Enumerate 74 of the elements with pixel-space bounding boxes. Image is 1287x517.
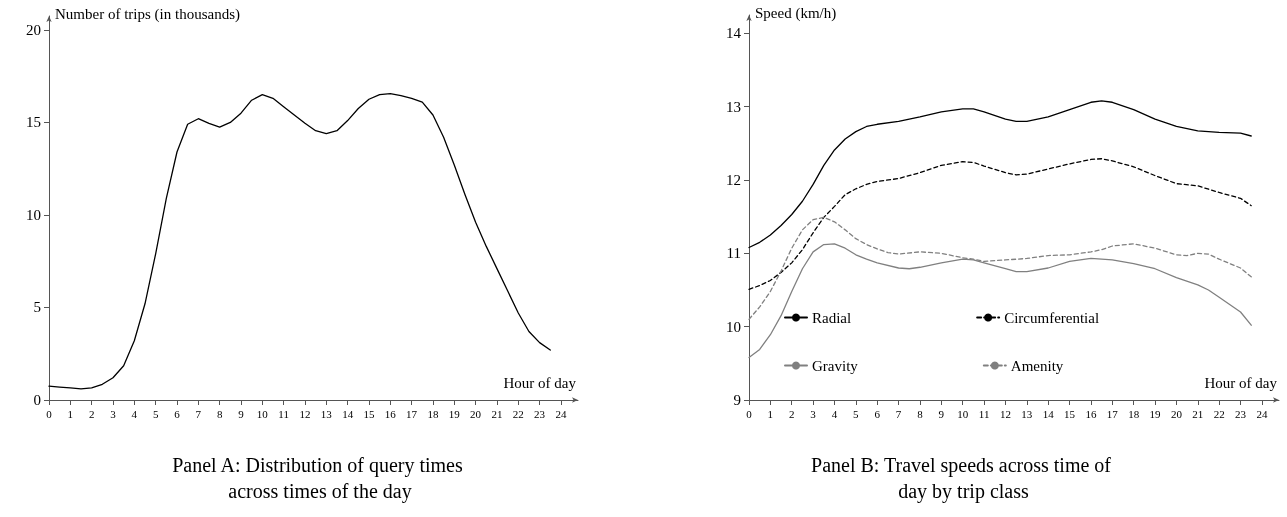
x-tick-label: 3 (810, 407, 817, 420)
x-tick-label: 5 (853, 407, 860, 420)
y-tick-label: 11 (726, 245, 741, 262)
x-tick-label: 21 (491, 407, 503, 420)
line-series (748, 158, 1252, 290)
text: Panel A: Distribution of query times across times of the day (172, 454, 468, 503)
y-tick-label: 14 (726, 25, 742, 42)
x-tick-label: 0 (746, 407, 753, 420)
x-tick-label: 9 (238, 407, 245, 420)
x-tick-label: 23 (534, 407, 546, 420)
x-tick-label: 16 (1085, 407, 1097, 420)
x-tick-label: 16 (384, 407, 397, 420)
x-tick-label: 2 (788, 407, 795, 420)
x-axis-title: Hour of day (1204, 374, 1278, 391)
x-tick-label: 24 (1256, 407, 1268, 420)
x-tick-label: 17 (406, 407, 418, 420)
y-axis-title: Speed (km/h) (755, 5, 837, 22)
x-tick-label: 8 (216, 407, 223, 420)
y-tick-label: 10 (26, 206, 41, 223)
x-tick-label: 10 (256, 407, 269, 420)
y-tick-label: 12 (726, 172, 741, 188)
x-axis-title: Hour of day (503, 374, 577, 391)
y-tick-label: 13 (726, 98, 741, 115)
x-tick-label: 13 (1021, 407, 1033, 420)
x-tick-label: 11 (278, 407, 289, 420)
line-series (48, 93, 551, 390)
y-tick-label: 0 (33, 392, 41, 408)
x-tick-label: 4 (831, 407, 838, 420)
x-tick-label: 24 (555, 407, 567, 420)
x-tick-label: 9 (938, 407, 945, 420)
x-tick-label: 6 (874, 407, 881, 420)
legend-label: Amenity (1010, 357, 1064, 374)
text: Panel B: Travel speeds across time of day by trip class (811, 454, 1116, 503)
line-series (748, 100, 1252, 249)
x-tick-label: 23 (1235, 407, 1247, 420)
x-tick-label: 7 (195, 407, 202, 420)
x-tick-label: 6 (174, 407, 181, 420)
y-tick-label: 9 (733, 392, 741, 408)
x-tick-label: 17 (1106, 407, 1119, 420)
x-tick-label: 5 (152, 407, 159, 420)
y-axis-title: Number of trips (in thousands) (55, 6, 240, 23)
x-tick-label: 22 (1213, 407, 1225, 420)
x-tick-label: 21 (1192, 407, 1204, 420)
x-tick-label: 18 (427, 407, 439, 420)
x-tick-label: 20 (1170, 407, 1183, 420)
x-tick-label: 15 (1064, 407, 1076, 420)
legend-label: Circumferential (1004, 309, 1100, 326)
x-tick-label: 4 (131, 407, 138, 420)
x-tick-label: 19 (1149, 407, 1162, 420)
x-tick-label: 14 (342, 407, 354, 420)
x-tick-label: 15 (363, 407, 375, 420)
x-tick-label: 19 (448, 407, 461, 420)
x-tick-label: 1 (767, 407, 774, 420)
x-tick-label: 2 (88, 407, 95, 420)
y-tick-label: 10 (726, 318, 741, 335)
x-tick-label: 8 (917, 407, 924, 420)
x-tick-label: 1 (67, 407, 74, 420)
x-tick-label: 14 (1042, 407, 1055, 420)
x-tick-label: 12 (999, 407, 1011, 420)
x-tick-label: 18 (1128, 407, 1140, 420)
y-tick-label: 20 (26, 21, 41, 38)
x-tick-label: 10 (957, 407, 969, 420)
legend-label: Radial (812, 309, 852, 326)
x-tick-label: 20 (470, 407, 482, 420)
y-tick-label: 5 (33, 299, 41, 316)
x-tick-label: 7 (895, 407, 902, 420)
x-tick-label: 13 (320, 407, 333, 420)
x-tick-label: 12 (299, 407, 311, 420)
x-tick-label: 3 (110, 407, 117, 420)
x-tick-label: 11 (978, 407, 990, 420)
x-tick-label: 22 (512, 407, 524, 420)
y-tick-label: 15 (26, 114, 41, 131)
x-tick-label: 0 (46, 407, 53, 420)
legend-label: Gravity (812, 357, 859, 374)
